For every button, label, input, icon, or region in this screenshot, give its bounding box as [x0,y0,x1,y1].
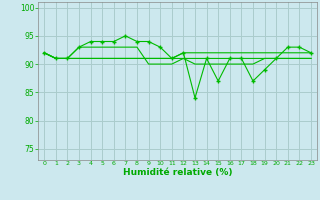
X-axis label: Humidité relative (%): Humidité relative (%) [123,168,232,177]
